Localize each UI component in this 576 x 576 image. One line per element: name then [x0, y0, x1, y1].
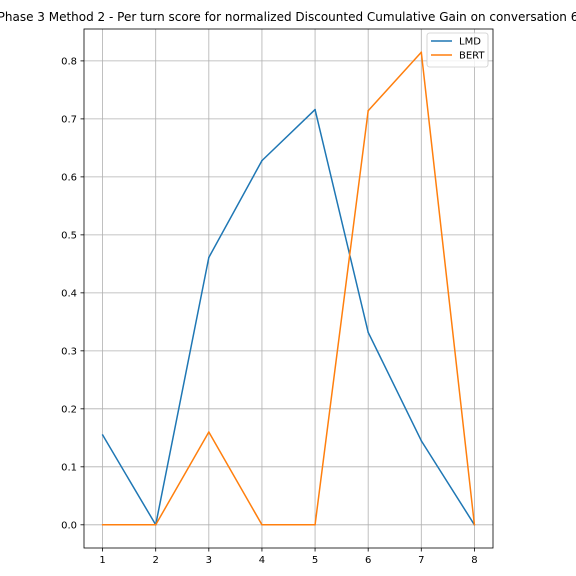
x-tick-label-6: 6 [365, 555, 371, 566]
legend-label-lmd: LMD [459, 37, 481, 48]
x-tick-label-1: 1 [99, 555, 105, 566]
x-tick-label-8: 8 [471, 555, 477, 566]
data-point-bert-6 [367, 109, 369, 112]
series-line-lmd [101, 108, 476, 526]
y-tick-label-0.0: 0.0 [61, 520, 77, 531]
legend: LMD BERT [426, 32, 489, 68]
y-tick-label-0.5: 0.5 [61, 230, 77, 241]
legend-label-bert: BERT [459, 51, 485, 62]
x-tick-label-4: 4 [259, 555, 265, 566]
data-point-bert-5 [314, 524, 316, 526]
axis-ticks: 1 2 3 4 5 6 7 8 0.0 0.1 0.2 0.3 0.4 0.5 0.6 0.7 0.8 [61, 56, 478, 566]
data-point-lmd-1 [101, 434, 104, 436]
data-point-lmd-6 [367, 331, 369, 334]
data-point-bert-8 [473, 524, 476, 526]
data-point-lmd-4 [261, 159, 263, 162]
x-tick-label-2: 2 [153, 555, 159, 566]
data-point-bert-2 [154, 524, 157, 526]
y-tick-label-0.2: 0.2 [61, 404, 77, 415]
y-tick-label-0.1: 0.1 [61, 462, 77, 473]
y-tick-label-0.3: 0.3 [61, 346, 77, 357]
series-line-bert [102, 51, 476, 526]
y-tick-label-0.4: 0.4 [61, 288, 77, 299]
y-tick-label-0.8: 0.8 [61, 56, 77, 67]
x-tick-label-7: 7 [418, 555, 424, 566]
data-point-bert-3 [208, 431, 210, 433]
x-tick-label-3: 3 [206, 555, 212, 566]
plot-frame [83, 28, 494, 549]
chart-title: Phase 3 Method 2 - Per turn score for no… [0, 10, 576, 24]
y-tick-label-0.7: 0.7 [61, 114, 77, 125]
data-point-bert-1 [101, 524, 104, 526]
data-point-lmd-5 [314, 108, 316, 111]
data-point-lmd-3 [208, 256, 210, 259]
series-lines [101, 51, 476, 526]
data-point-lmd-7 [420, 439, 423, 442]
data-point-bert-7 [420, 51, 423, 53]
y-tick-label-0.6: 0.6 [61, 172, 77, 183]
data-point-bert-4 [261, 524, 263, 526]
x-tick-label-5: 5 [312, 555, 318, 566]
